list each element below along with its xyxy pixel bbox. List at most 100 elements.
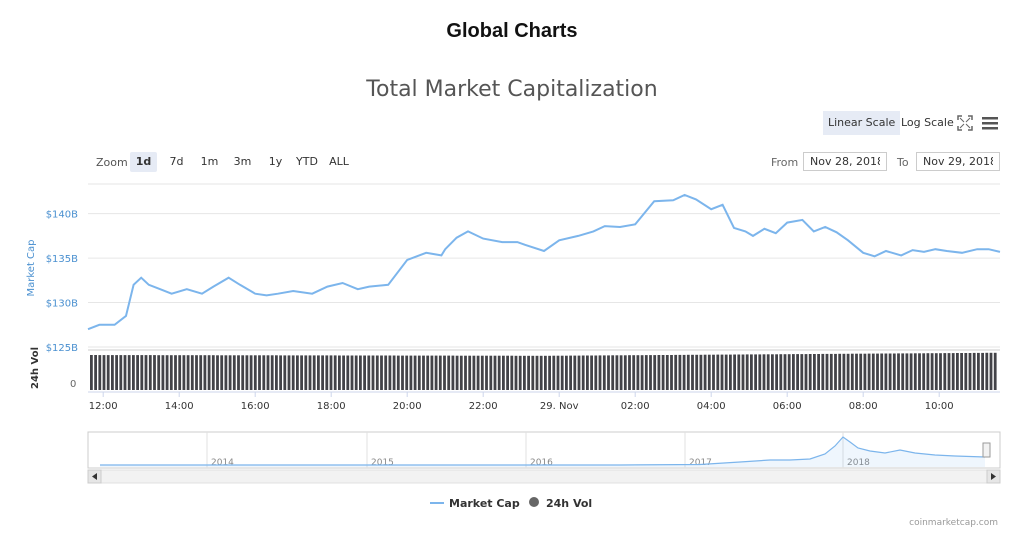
volume-bar: [960, 353, 963, 390]
volume-bar: [548, 355, 551, 390]
volume-bar: [249, 355, 253, 390]
volume-bar: [754, 354, 757, 390]
volume-bar: [867, 353, 871, 390]
volume-bar: [918, 353, 921, 390]
navigator-scrollbar[interactable]: [87, 469, 1001, 484]
volume-bar: [228, 355, 232, 390]
x-tick-label: 16:00: [241, 401, 270, 412]
volume-bar: [502, 355, 505, 390]
zoom-3m-button[interactable]: 3m: [233, 155, 252, 168]
from-date-input[interactable]: [803, 152, 887, 171]
volume-bar: [396, 355, 400, 390]
volume-bar: [531, 355, 535, 390]
volume-bar: [443, 355, 446, 390]
volume-bar: [670, 355, 673, 390]
credit-link[interactable]: coinmarketcap.com: [909, 518, 998, 528]
volume-bar: [552, 355, 556, 390]
x-tick-label: 04:00: [697, 401, 726, 412]
volume-bar: [98, 355, 102, 390]
volume-bar: [312, 355, 316, 390]
volume-bar: [573, 355, 577, 390]
volume-bar: [510, 355, 514, 390]
volume-bar: [876, 353, 879, 390]
volume-bar: [224, 355, 228, 390]
volume-bar: [657, 355, 661, 390]
volume-bar: [472, 355, 476, 390]
volume-bar: [186, 355, 190, 390]
volume-bar: [291, 355, 295, 390]
volume-bar: [594, 355, 598, 390]
volume-bar: [438, 355, 442, 390]
volume-bar: [695, 354, 699, 390]
y-tick-label: $140B: [46, 210, 78, 221]
volume-bar: [808, 354, 812, 390]
volume-bar: [733, 354, 736, 390]
volume-bar: [813, 354, 816, 390]
volume-bar: [771, 354, 774, 390]
volume-bar: [934, 353, 938, 390]
legend-market-cap[interactable]: Market Cap: [449, 497, 520, 510]
volume-bar: [304, 355, 308, 390]
volume-bar: [762, 354, 766, 390]
volume-bar: [884, 353, 888, 390]
volume-bar: [321, 355, 324, 390]
navigator[interactable]: 2014 2015 2016 2017 2018: [87, 431, 1001, 484]
volume-bar: [363, 355, 366, 390]
navigator-handle[interactable]: [982, 442, 991, 458]
navigator-year-label: 2018: [847, 458, 870, 468]
legend[interactable]: Market Cap 24h Vol: [430, 497, 592, 510]
volume-bar: [922, 353, 926, 390]
arrow-left-icon: [92, 473, 97, 480]
volume-bar: [602, 355, 606, 390]
volume-bar: [220, 355, 224, 390]
volume-bar: [375, 355, 379, 390]
volume-bar: [892, 353, 896, 390]
volume-bar: [842, 353, 846, 390]
volume-bar: [367, 355, 371, 390]
volume-bar: [182, 355, 186, 390]
volume-bar: [951, 353, 955, 390]
zoom-1y-button[interactable]: 1y: [268, 155, 283, 168]
linear-scale-button[interactable]: Linear Scale: [823, 111, 901, 135]
volume-bar: [825, 353, 829, 390]
volume-bar: [455, 355, 459, 390]
volume-bar: [939, 353, 942, 390]
volume-bar: [712, 354, 715, 390]
volume-bar: [211, 355, 215, 390]
volume-bar: [392, 355, 396, 390]
volume-bar: [384, 355, 388, 390]
y-axis-label: Market Cap: [26, 239, 37, 296]
volume-bar: [855, 353, 858, 390]
volume-bar: [775, 354, 778, 390]
fullscreen-icon[interactable]: [956, 114, 974, 132]
volume-bar: [628, 355, 631, 390]
volume-bar: [190, 355, 194, 390]
volume-bar: [964, 353, 968, 390]
legend-volume[interactable]: 24h Vol: [546, 497, 592, 510]
volume-bar: [590, 355, 593, 390]
volume-bar: [766, 354, 770, 390]
to-date-input[interactable]: [916, 152, 1000, 171]
volume-bar: [346, 355, 350, 390]
volume-bar: [296, 355, 299, 390]
volume-bar: [699, 354, 703, 390]
zoom-all-button[interactable]: ALL: [329, 155, 349, 168]
zoom-1d-button[interactable]: 1d: [130, 152, 157, 172]
log-scale-button[interactable]: Log Scale: [901, 116, 954, 129]
legend-volume-marker: [529, 497, 539, 507]
zoom-ytd-button[interactable]: YTD: [296, 155, 318, 168]
volume-bar: [556, 355, 560, 390]
volume-bar: [901, 353, 905, 390]
volume-bar: [682, 354, 686, 390]
zoom-1m-button[interactable]: 1m: [200, 155, 219, 168]
volume-bar: [506, 355, 509, 390]
zoom-7d-button[interactable]: 7d: [169, 155, 184, 168]
volume-bar: [792, 354, 795, 390]
volume-bar: [232, 355, 236, 390]
volume-bar: [716, 354, 720, 390]
x-tick-label: 08:00: [849, 401, 878, 412]
arrow-right-icon: [991, 473, 996, 480]
menu-icon[interactable]: [980, 114, 1000, 132]
volume-bar: [821, 353, 825, 390]
volume-bar: [720, 354, 724, 390]
